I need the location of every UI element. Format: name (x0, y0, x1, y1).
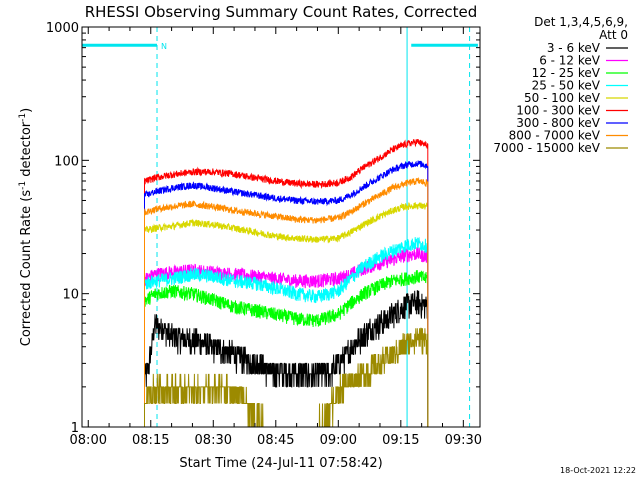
series-line-5 (144, 139, 429, 428)
y-axis-label-part-3: ) (19, 108, 34, 113)
x-tick-label-0: 08:00 (70, 433, 107, 448)
x-axis-label: Start Time (24-Jul-11 07:58:42) (179, 456, 382, 471)
y-axis-label-superscript-2: -1 (18, 113, 28, 122)
x-tick-label-1: 08:15 (132, 433, 169, 448)
x-tick-label-6: 09:30 (445, 433, 482, 448)
series-line-7 (144, 177, 429, 428)
series-line-6 (144, 160, 429, 428)
y-tick-label-3: 1000 (46, 21, 79, 36)
series-line-2 (144, 270, 429, 428)
night-bar-label: N (161, 42, 167, 51)
series-line-0 (144, 290, 429, 428)
legend-header-line-2: Att 0 (599, 28, 628, 42)
axis-ticks (82, 26, 480, 428)
legend-label-2: 12 - 25 keV (532, 66, 601, 80)
timestamp: 18-Oct-2021 12:22 (560, 466, 636, 475)
y-tick-label-2: 100 (54, 154, 79, 169)
x-tick-label-2: 08:30 (195, 433, 232, 448)
x-tick-label-3: 08:45 (257, 433, 294, 448)
series-line-3 (144, 236, 429, 428)
chart-title: RHESSI Observing Summary Count Rates, Co… (85, 3, 478, 21)
legend-label-7: 800 - 7000 keV (509, 129, 601, 143)
y-axis-label-part-1: Corrected Count Rate (s (19, 190, 34, 347)
series-line-4 (144, 202, 429, 428)
x-tick-label-4: 09:00 (320, 433, 357, 448)
legend-label-6: 300 - 800 keV (516, 116, 600, 130)
y-axis-label-part-2: detector (19, 121, 34, 181)
legend-label-1: 6 - 12 keV (539, 54, 601, 68)
y-tick-label-1: 10 (62, 288, 79, 303)
legend-label-5: 100 - 300 keV (516, 104, 600, 118)
y-axis-label: Corrected Count Rate (s-1 detector-1) (18, 108, 34, 346)
x-tick-label-5: 09:15 (382, 433, 419, 448)
tick-labels: 1 10 100 1000 08:00 08:15 08:30 08:45 09:00 09:15… (46, 21, 482, 448)
legend-label-0: 3 - 6 keV (547, 41, 601, 55)
plot-area: N (81, 27, 478, 428)
legend-label-4: 50 - 100 keV (524, 91, 601, 105)
axes-frame (81, 26, 481, 428)
y-tick-label-0: 1 (71, 421, 79, 436)
y-axis-label-superscript-1: -1 (18, 181, 28, 190)
legend-label-8: 7000 - 15000 keV (493, 141, 600, 155)
legend-header-line-1: Det 1,3,4,5,6,9, (534, 15, 628, 29)
legend-label-3: 25 - 50 keV (532, 79, 601, 93)
